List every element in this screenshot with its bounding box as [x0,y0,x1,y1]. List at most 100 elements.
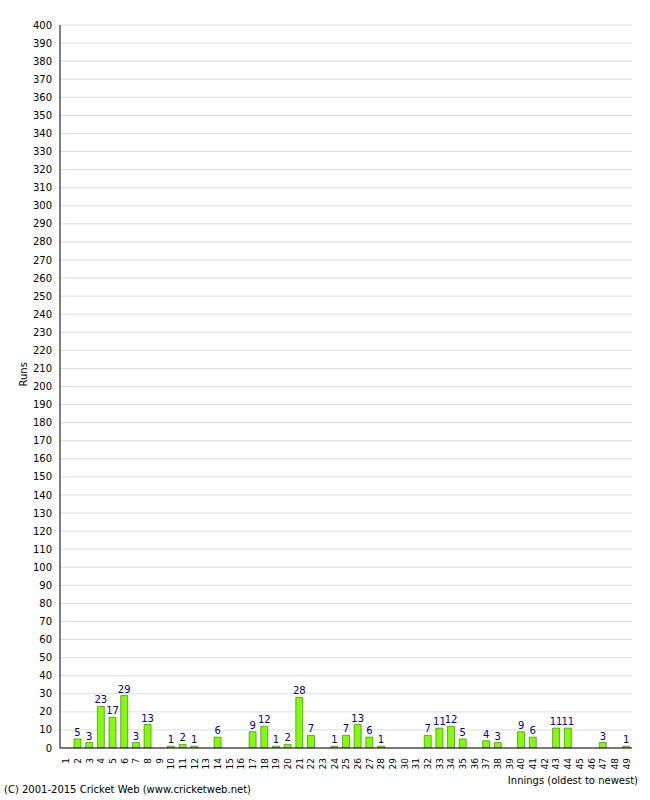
svg-text:2: 2 [73,758,83,764]
svg-text:1: 1 [273,734,279,745]
svg-text:210: 210 [33,363,52,374]
svg-text:20: 20 [39,706,52,717]
svg-text:13: 13 [351,713,364,724]
svg-text:36: 36 [470,758,480,770]
svg-text:Innings (oldest to newest): Innings (oldest to newest) [508,775,638,786]
svg-text:Runs: Runs [18,362,29,386]
svg-text:3: 3 [495,731,501,742]
svg-text:4: 4 [483,729,489,740]
svg-text:9: 9 [518,720,524,731]
svg-text:46: 46 [587,758,597,770]
svg-text:7: 7 [425,723,431,734]
svg-text:6: 6 [214,725,220,736]
svg-text:130: 130 [33,508,52,519]
svg-text:7: 7 [308,723,314,734]
svg-text:32: 32 [423,758,433,769]
svg-text:13: 13 [201,758,211,769]
svg-text:90: 90 [39,580,52,591]
svg-text:42: 42 [540,758,550,769]
svg-text:33: 33 [435,758,445,769]
svg-text:30: 30 [39,688,52,699]
svg-text:25: 25 [341,758,351,769]
svg-text:6: 6 [120,758,130,764]
svg-text:18: 18 [260,758,270,770]
svg-text:9: 9 [155,758,165,764]
svg-text:3: 3 [86,731,92,742]
svg-text:5: 5 [108,758,118,764]
svg-text:50: 50 [39,652,52,663]
svg-text:1: 1 [623,734,629,745]
svg-text:15: 15 [225,758,235,769]
svg-text:40: 40 [39,670,52,681]
svg-text:22: 22 [306,758,316,769]
svg-text:26: 26 [353,758,363,770]
svg-text:5: 5 [460,727,466,738]
svg-text:12: 12 [445,714,458,725]
svg-text:330: 330 [33,146,52,157]
svg-text:8: 8 [143,758,153,764]
svg-text:60: 60 [39,634,52,645]
svg-text:3: 3 [133,731,139,742]
svg-text:200: 200 [33,381,52,392]
svg-text:150: 150 [33,471,52,482]
svg-text:16: 16 [236,758,246,770]
svg-text:21: 21 [295,758,305,769]
svg-text:41: 41 [528,758,538,769]
svg-text:100: 100 [33,562,52,573]
svg-text:10: 10 [39,724,52,735]
svg-text:39: 39 [505,758,515,770]
svg-text:70: 70 [39,616,52,627]
svg-text:170: 170 [33,435,52,446]
svg-text:3: 3 [600,731,606,742]
svg-text:20: 20 [283,758,293,770]
svg-text:180: 180 [33,417,52,428]
svg-text:43: 43 [552,758,562,769]
svg-text:350: 350 [33,110,52,121]
svg-text:6: 6 [530,725,536,736]
svg-text:320: 320 [33,164,52,175]
svg-text:23: 23 [94,694,107,705]
svg-text:1: 1 [378,734,384,745]
svg-text:310: 310 [33,182,52,193]
svg-text:1: 1 [191,734,197,745]
svg-text:260: 260 [33,273,52,284]
svg-text:38: 38 [493,758,503,770]
svg-text:220: 220 [33,345,52,356]
svg-text:37: 37 [481,758,491,769]
svg-text:17: 17 [106,705,119,716]
svg-text:80: 80 [39,598,52,609]
svg-text:13: 13 [141,713,154,724]
svg-text:110: 110 [33,544,52,555]
svg-text:4: 4 [96,758,106,764]
svg-text:290: 290 [33,218,52,229]
svg-text:9: 9 [249,720,255,731]
svg-text:17: 17 [248,758,258,769]
svg-text:34: 34 [446,758,456,770]
svg-text:29: 29 [388,758,398,770]
svg-text:48: 48 [610,758,620,770]
svg-text:10: 10 [166,758,176,770]
svg-text:400: 400 [33,20,52,31]
svg-text:230: 230 [33,327,52,338]
svg-text:5: 5 [74,727,80,738]
svg-text:360: 360 [33,92,52,103]
svg-text:27: 27 [365,758,375,769]
svg-text:140: 140 [33,490,52,501]
svg-text:44: 44 [563,758,573,770]
svg-text:380: 380 [33,56,52,67]
svg-text:7: 7 [343,723,349,734]
svg-text:23: 23 [318,758,328,769]
svg-text:11: 11 [178,758,188,769]
svg-text:3: 3 [85,758,95,764]
svg-text:24: 24 [330,758,340,770]
svg-text:1: 1 [61,758,71,764]
svg-text:12: 12 [190,758,200,769]
svg-text:370: 370 [33,74,52,85]
svg-text:28: 28 [376,758,386,770]
svg-text:28: 28 [293,685,306,696]
svg-text:35: 35 [458,758,468,769]
svg-text:1: 1 [168,734,174,745]
svg-text:12: 12 [258,714,271,725]
svg-text:14: 14 [213,758,223,770]
svg-text:240: 240 [33,309,52,320]
